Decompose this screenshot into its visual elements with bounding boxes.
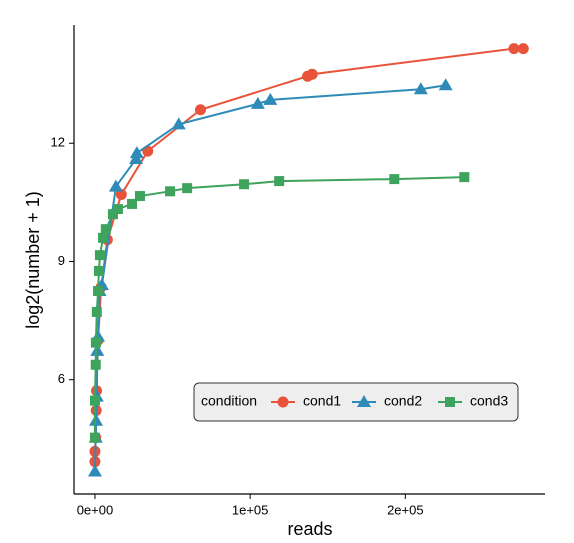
legend-title: condition bbox=[201, 393, 257, 409]
y-tick-label: 12 bbox=[51, 135, 65, 150]
data-point bbox=[115, 188, 127, 200]
data-point bbox=[100, 224, 111, 235]
legend-label: cond1 bbox=[303, 393, 341, 409]
data-point bbox=[89, 413, 104, 426]
y-tick-label: 9 bbox=[58, 253, 65, 268]
data-point bbox=[306, 68, 318, 80]
data-point bbox=[508, 43, 520, 55]
data-point bbox=[517, 43, 529, 55]
data-point bbox=[112, 204, 123, 215]
data-point bbox=[127, 198, 138, 209]
data-point bbox=[459, 172, 470, 183]
data-point bbox=[94, 250, 105, 261]
series-line bbox=[93, 176, 465, 438]
y-axis-title: log2(number + 1) bbox=[23, 191, 43, 329]
data-point bbox=[98, 232, 109, 243]
data-point bbox=[129, 146, 144, 159]
data-point bbox=[239, 179, 250, 190]
data-point bbox=[108, 179, 123, 192]
data-point bbox=[438, 78, 453, 91]
data-point bbox=[90, 343, 105, 356]
data-point bbox=[182, 183, 193, 194]
legend-marker bbox=[445, 397, 455, 407]
data-point bbox=[93, 286, 104, 297]
data-point bbox=[165, 186, 176, 197]
data-point bbox=[89, 432, 100, 443]
x-tick-label: 0e+00 bbox=[77, 502, 114, 517]
series-line bbox=[93, 84, 446, 472]
data-point bbox=[274, 176, 285, 187]
data-point bbox=[171, 117, 186, 130]
x-tick-label: 2e+05 bbox=[387, 502, 424, 517]
data-point bbox=[90, 359, 101, 370]
data-point bbox=[93, 265, 104, 276]
data-point bbox=[263, 92, 278, 105]
data-point bbox=[87, 464, 102, 477]
data-point bbox=[91, 306, 102, 317]
legend-marker bbox=[357, 395, 371, 407]
data-point bbox=[107, 209, 118, 220]
data-point bbox=[194, 104, 206, 116]
legend-marker bbox=[277, 396, 289, 408]
y-tick-label: 6 bbox=[58, 371, 65, 386]
data-point bbox=[134, 191, 145, 202]
x-tick-label: 1e+05 bbox=[232, 502, 269, 517]
x-axis-title: reads bbox=[287, 519, 332, 539]
data-point bbox=[90, 337, 101, 348]
data-point bbox=[89, 395, 100, 406]
legend-label: cond3 bbox=[470, 393, 508, 409]
data-point bbox=[250, 96, 265, 109]
data-point bbox=[413, 82, 428, 95]
data-point bbox=[389, 174, 400, 185]
legend-label: cond2 bbox=[384, 393, 422, 409]
